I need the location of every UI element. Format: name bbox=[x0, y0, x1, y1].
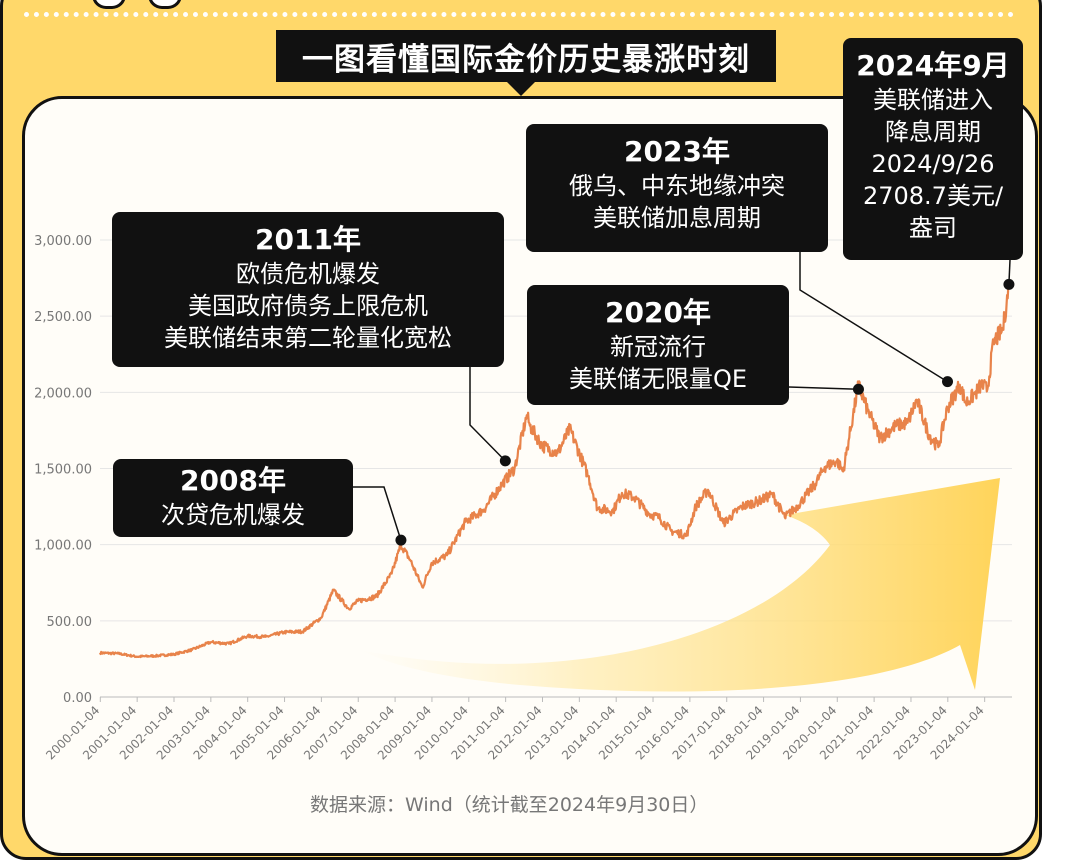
annotation-year: 2008年 bbox=[180, 464, 286, 497]
annotation-line: 美联储加息周期 bbox=[593, 204, 761, 232]
y-tick-label: 1,000.00 bbox=[34, 539, 92, 554]
annotation-2020: 2020年 新冠流行 美联储无限量QE bbox=[527, 285, 789, 405]
leader-line bbox=[799, 252, 948, 383]
annotation-2011: 2011年 欧债危机爆发 美国政府债务上限危机 美联储结束第二轮量化宽松 bbox=[112, 212, 504, 367]
annotation-line: 美联储无限量QE bbox=[568, 365, 748, 393]
annotation-year: 2023年 bbox=[624, 135, 730, 168]
data-source-note: 数据来源：Wind（统计截至2024年9月30日） bbox=[310, 794, 709, 816]
y-tick-label: 1,500.00 bbox=[34, 463, 92, 478]
annotation-year: 2020年 bbox=[605, 296, 711, 329]
y-tick-label: 500.00 bbox=[47, 615, 93, 630]
event-marker-dot bbox=[499, 455, 511, 467]
trend-arrow-icon bbox=[360, 478, 1000, 692]
event-marker-dot bbox=[1003, 278, 1015, 290]
annotation-line: 次贷危机爆发 bbox=[161, 501, 305, 529]
leader-line bbox=[788, 386, 859, 391]
annotation-line: 2024/9/26 bbox=[871, 150, 995, 178]
annotation-2023: 2023年 俄乌、中东地缘冲突 美联储加息周期 bbox=[526, 124, 828, 252]
event-markers bbox=[395, 278, 1015, 546]
annotation-line: 盎司 bbox=[909, 214, 957, 242]
annotation-line: 美联储进入 bbox=[873, 86, 993, 114]
annotation-2024-sep: 2024年9月 美联储进入 降息周期 2024/9/26 2708.7美元/ 盎… bbox=[843, 38, 1023, 260]
annotation-leaders bbox=[352, 252, 1011, 541]
title-pointer bbox=[505, 80, 537, 96]
annotation-line: 美联储结束第二轮量化宽松 bbox=[164, 324, 452, 352]
annotation-line: 新冠流行 bbox=[610, 333, 706, 361]
event-marker-dot bbox=[852, 383, 864, 395]
annotation-line: 降息周期 bbox=[885, 118, 981, 146]
event-marker-dot bbox=[942, 376, 954, 388]
page-title: 一图看懂国际金价历史暴涨时刻 bbox=[276, 30, 776, 82]
leader-line bbox=[352, 486, 402, 541]
dotted-divider bbox=[24, 12, 1014, 17]
annotation-line: 俄乌、中东地缘冲突 bbox=[569, 172, 785, 200]
y-tick-label: 2,000.00 bbox=[34, 386, 92, 401]
annotation-year: 2011年 bbox=[255, 223, 361, 256]
annotation-line: 欧债危机爆发 bbox=[236, 260, 380, 288]
annotation-2008: 2008年 次贷危机爆发 bbox=[113, 459, 353, 537]
annotation-line: 美国政府债务上限危机 bbox=[188, 292, 428, 320]
annotation-year: 2024年9月 bbox=[856, 49, 1010, 82]
y-tick-label: 3,000.00 bbox=[34, 234, 92, 249]
y-axis: 0.00 500.00 1,000.00 1,500.00 2,000.00 2,500.… bbox=[34, 234, 92, 706]
x-axis: 2000-01-042001-01-042002-01-042003-01-04… bbox=[43, 696, 1012, 762]
y-tick-label: 2,500.00 bbox=[34, 310, 92, 325]
event-marker-dot bbox=[395, 534, 407, 546]
annotation-line: 2708.7美元/ bbox=[862, 182, 1004, 210]
y-tick-label: 0.00 bbox=[63, 691, 92, 706]
leader-line bbox=[469, 367, 506, 462]
